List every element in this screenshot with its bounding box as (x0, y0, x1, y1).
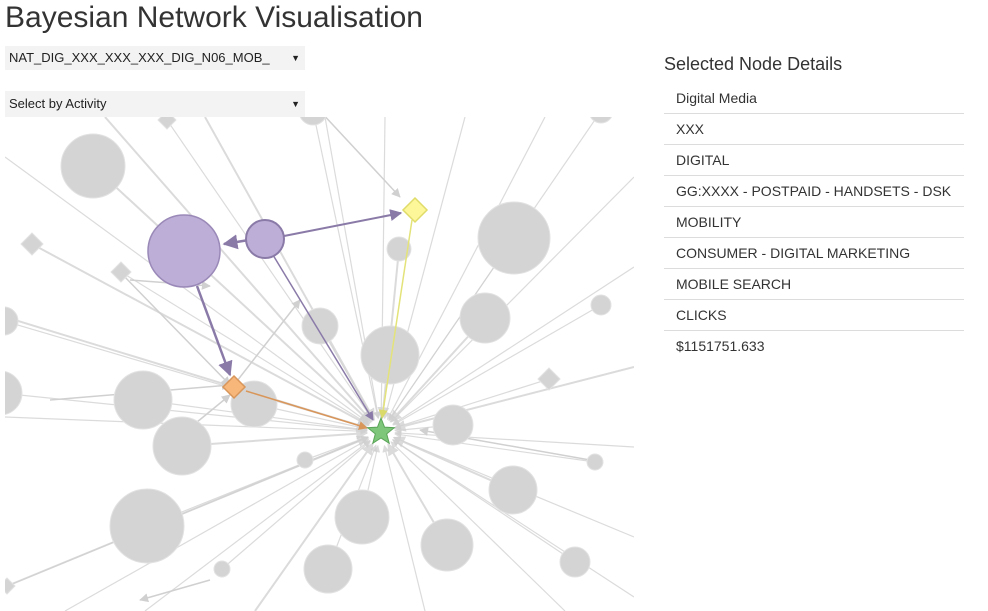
edge-line (119, 271, 231, 386)
network-node[interactable] (334, 489, 390, 545)
edge-line (229, 299, 301, 391)
highlight-edge (245, 390, 368, 430)
network-node[interactable] (5, 306, 19, 336)
edge-line (64, 438, 370, 611)
network-node[interactable] (590, 294, 612, 316)
network-node[interactable] (303, 544, 353, 594)
network-node[interactable] (5, 371, 23, 415)
network-node[interactable] (113, 370, 173, 430)
highlight-edge (272, 254, 374, 421)
edge-line (92, 165, 372, 424)
edge-line (166, 119, 374, 422)
edge-line (139, 579, 211, 603)
edge-line (382, 444, 426, 611)
edge-line (392, 266, 634, 425)
network-node[interactable] (213, 560, 231, 578)
parent-node-large[interactable] (147, 214, 221, 288)
network-node[interactable] (432, 404, 474, 446)
edge-line (324, 117, 401, 198)
network-node[interactable] (360, 325, 420, 385)
network-node[interactable] (589, 117, 613, 124)
edge-line (390, 176, 634, 423)
details-heading: Selected Node Details (664, 54, 843, 74)
edge-line (221, 440, 371, 570)
highlight-edge (378, 219, 413, 419)
highlight-edge (195, 285, 233, 377)
network-node[interactable] (420, 518, 474, 572)
model-select[interactable]: NAT_DIG_XXX_XXX_XXX_DIG_N06_MOB_ ▼ (5, 46, 305, 70)
edge-line (204, 117, 376, 421)
highlight-edge (222, 234, 250, 250)
detail-item-activity: MOBILE SEARCH (664, 269, 964, 300)
network-graph-canvas[interactable] (5, 117, 634, 611)
edge-line (392, 439, 634, 598)
dropdown-caret-icon: ▼ (291, 99, 300, 109)
detail-item-campaign: GG:XXXX - POSTPAID - HANDSETS - DSK (664, 176, 964, 207)
network-node[interactable] (301, 307, 339, 345)
details-list: Digital Media XXX DIGITAL GG:XXXX - POST… (664, 83, 964, 362)
intermediate-node-diamond[interactable] (221, 374, 247, 400)
target-node-star-icon[interactable] (366, 416, 396, 445)
detail-item-business-unit: MOBILITY (664, 207, 964, 238)
network-node-diamond[interactable] (110, 261, 132, 283)
detail-item-department: CONSUMER - DIGITAL MARKETING (664, 238, 964, 269)
child-node-diamond[interactable] (401, 196, 429, 224)
parent-node-small[interactable] (245, 219, 285, 259)
network-node-diamond[interactable] (157, 117, 177, 130)
edge-line (392, 304, 602, 426)
edge-line (104, 117, 373, 423)
network-node[interactable] (152, 416, 212, 476)
activity-select-value: Select by Activity (9, 96, 107, 111)
network-node[interactable] (109, 488, 185, 564)
model-select-value: NAT_DIG_XXX_XXX_XXX_DIG_N06_MOB_ (9, 50, 270, 65)
edge-line (181, 427, 369, 447)
edge-line (393, 366, 634, 432)
edge-line (5, 156, 371, 425)
detail-item-media-type: Digital Media (664, 83, 964, 114)
edge-line (144, 439, 371, 611)
page-title: Bayesian Network Visualisation (5, 1, 423, 34)
activity-select[interactable]: Select by Activity ▼ (5, 91, 305, 117)
edge-line (120, 271, 370, 426)
detail-item-channel: DIGITAL (664, 145, 964, 176)
edge-line (392, 439, 576, 563)
detail-item-value: $1151751.633 (676, 338, 765, 354)
network-node[interactable] (60, 133, 126, 199)
edge-line (31, 243, 370, 427)
network-node[interactable] (459, 292, 511, 344)
network-node-diamond[interactable] (5, 577, 16, 595)
detail-item-metric: CLICKS (664, 300, 964, 331)
network-node[interactable] (299, 117, 327, 126)
network-node[interactable] (296, 451, 314, 469)
network-node-diamond[interactable] (537, 367, 561, 391)
network-node[interactable] (586, 453, 604, 471)
network-node[interactable] (230, 380, 278, 428)
edge-line (394, 431, 596, 463)
edge-line (254, 442, 374, 611)
highlight-edge (283, 209, 403, 237)
edge-line (394, 429, 634, 448)
edge-line (393, 378, 550, 430)
network-node[interactable] (559, 546, 591, 578)
dropdown-caret-icon: ▼ (291, 53, 300, 63)
detail-item-code: XXX (664, 114, 964, 145)
network-node[interactable] (477, 201, 551, 275)
network-node[interactable] (488, 465, 538, 515)
network-graph[interactable] (5, 117, 634, 611)
network-node-diamond[interactable] (20, 232, 44, 256)
edge-line (390, 441, 566, 611)
edge-line (388, 237, 515, 422)
network-node[interactable] (386, 236, 412, 262)
